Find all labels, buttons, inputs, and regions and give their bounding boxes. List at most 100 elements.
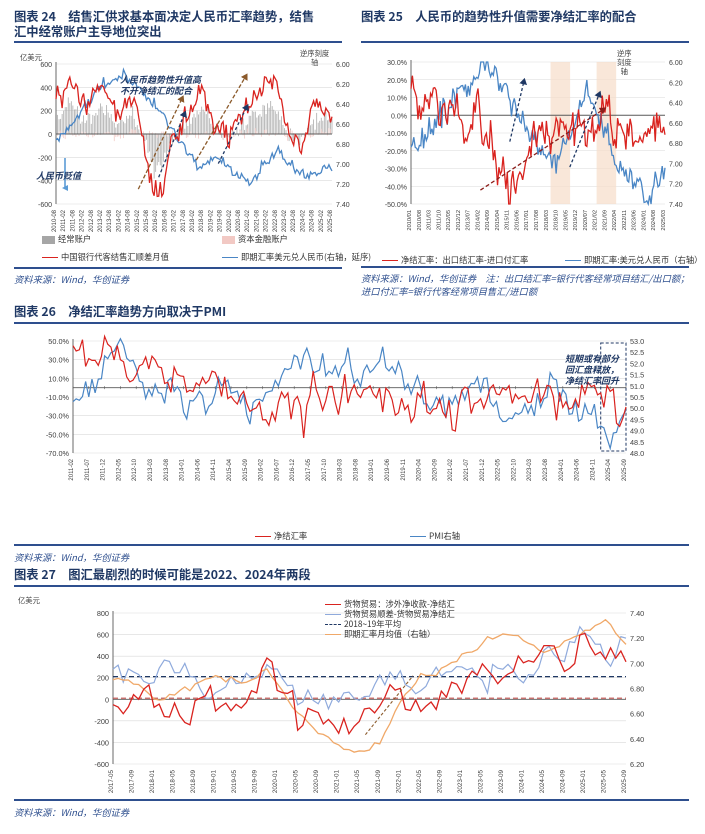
- svg-text:6.80: 6.80: [336, 142, 350, 149]
- svg-text:7.00: 7.00: [336, 162, 350, 169]
- svg-text:2016-12: 2016-12: [290, 458, 296, 481]
- svg-text:2017-05: 2017-05: [306, 458, 312, 481]
- svg-text:2011/10: 2011/10: [436, 210, 442, 230]
- svg-text:2018-05: 2018-05: [170, 770, 177, 794]
- svg-text:600: 600: [40, 62, 52, 69]
- svg-text:2025-08: 2025-08: [328, 209, 334, 232]
- svg-text:6.40: 6.40: [669, 101, 683, 108]
- svg-text:2020-01: 2020-01: [272, 770, 279, 794]
- svg-text:-200: -200: [38, 155, 52, 162]
- svg-text:2024/01: 2024/01: [641, 210, 647, 231]
- svg-text:2010-08: 2010-08: [52, 209, 58, 232]
- svg-text:49.5: 49.5: [630, 415, 644, 424]
- svg-text:2012-05: 2012-05: [116, 458, 122, 481]
- svg-text:2024-08: 2024-08: [310, 209, 316, 232]
- svg-text:2014-01: 2014-01: [180, 458, 186, 481]
- svg-text:2022-08: 2022-08: [273, 209, 279, 232]
- svg-text:-70.0%: -70.0%: [46, 449, 70, 458]
- svg-text:2020-09: 2020-09: [432, 458, 438, 481]
- svg-text:2023-01: 2023-01: [457, 770, 464, 794]
- svg-text:50.0%: 50.0%: [48, 337, 69, 346]
- svg-text:2024/08: 2024/08: [651, 210, 657, 231]
- svg-text:2017/08: 2017/08: [534, 210, 540, 231]
- svg-text:2015-02: 2015-02: [135, 209, 141, 232]
- svg-text:6.20: 6.20: [669, 80, 683, 87]
- svg-text:2022-10: 2022-10: [511, 458, 517, 481]
- svg-text:-50.0%: -50.0%: [385, 202, 407, 209]
- svg-text:2012-08: 2012-08: [89, 209, 95, 232]
- svg-text:2020-09: 2020-09: [313, 770, 320, 794]
- svg-text:2023-02: 2023-02: [282, 209, 288, 232]
- svg-text:2018-01: 2018-01: [149, 770, 156, 794]
- svg-text:2021-12: 2021-12: [480, 458, 486, 481]
- svg-text:2018/03: 2018/03: [544, 210, 550, 231]
- svg-text:-10.0%: -10.0%: [385, 131, 407, 138]
- svg-text:2011-12: 2011-12: [101, 458, 107, 480]
- svg-text:2021-05: 2021-05: [354, 770, 361, 794]
- svg-text:2012/05: 2012/05: [446, 210, 452, 231]
- svg-text:2016-02: 2016-02: [259, 458, 265, 481]
- svg-text:2018-03: 2018-03: [338, 458, 344, 481]
- svg-text:2022/11: 2022/11: [622, 210, 628, 230]
- svg-text:2014/02: 2014/02: [475, 210, 481, 231]
- svg-text:2019-01: 2019-01: [369, 458, 375, 481]
- svg-text:2022/04: 2022/04: [612, 210, 618, 231]
- svg-text:2019/05: 2019/05: [563, 210, 569, 231]
- svg-text:2018-02: 2018-02: [190, 209, 196, 232]
- svg-text:-40.0%: -40.0%: [385, 184, 407, 191]
- svg-text:2020-04: 2020-04: [417, 458, 423, 481]
- svg-text:6.40: 6.40: [630, 735, 644, 744]
- svg-text:2011-08: 2011-08: [70, 209, 76, 231]
- svg-text:-600: -600: [38, 202, 52, 209]
- svg-text:53.0: 53.0: [630, 337, 644, 346]
- svg-text:2018-08: 2018-08: [199, 209, 205, 232]
- svg-text:2020-08: 2020-08: [236, 209, 242, 232]
- svg-text:2025-05: 2025-05: [600, 770, 607, 794]
- svg-text:2022-09: 2022-09: [436, 770, 443, 794]
- svg-text:7.40: 7.40: [336, 202, 350, 209]
- svg-text:2015-04: 2015-04: [227, 458, 233, 481]
- svg-text:2023-09: 2023-09: [498, 770, 505, 794]
- svg-text:2023/06: 2023/06: [632, 210, 638, 231]
- svg-text:6.60: 6.60: [630, 710, 644, 719]
- svg-text:50.0: 50.0: [630, 404, 644, 413]
- svg-text:2025-01: 2025-01: [580, 770, 587, 794]
- svg-text:2021-02: 2021-02: [245, 209, 251, 232]
- svg-text:2024-01: 2024-01: [559, 458, 565, 481]
- svg-text:6.00: 6.00: [336, 62, 350, 69]
- svg-text:2017-05: 2017-05: [108, 770, 115, 794]
- svg-text:2019-09: 2019-09: [252, 770, 259, 794]
- svg-text:2021-01: 2021-01: [334, 770, 341, 794]
- svg-text:2012-02: 2012-02: [80, 209, 86, 232]
- svg-text:2019-02: 2019-02: [208, 209, 214, 232]
- svg-text:600: 600: [97, 631, 109, 640]
- svg-text:2012/12: 2012/12: [456, 210, 462, 231]
- svg-text:2017-08: 2017-08: [181, 209, 187, 232]
- svg-text:48.5: 48.5: [630, 438, 644, 447]
- svg-text:2018-08: 2018-08: [353, 458, 359, 481]
- svg-text:2021-07: 2021-07: [464, 458, 470, 481]
- svg-text:2011/03: 2011/03: [427, 210, 433, 230]
- svg-text:2023-05: 2023-05: [477, 770, 484, 794]
- svg-text:6.60: 6.60: [336, 122, 350, 129]
- svg-text:2024-02: 2024-02: [300, 209, 306, 232]
- svg-text:7.20: 7.20: [336, 182, 350, 189]
- svg-text:2025/03: 2025/03: [661, 210, 667, 231]
- svg-text:50.5: 50.5: [630, 393, 644, 402]
- svg-text:2023-08: 2023-08: [543, 458, 549, 481]
- svg-text:2024-09: 2024-09: [559, 770, 566, 794]
- svg-text:2023-08: 2023-08: [291, 209, 297, 232]
- svg-text:2020-02: 2020-02: [227, 209, 233, 232]
- svg-text:2015/11: 2015/11: [505, 210, 511, 230]
- svg-text:2014-11: 2014-11: [211, 458, 217, 480]
- svg-text:2017-09: 2017-09: [129, 770, 136, 794]
- svg-text:2021-08: 2021-08: [254, 209, 260, 232]
- svg-text:2012-10: 2012-10: [132, 458, 138, 481]
- svg-text:2024-01: 2024-01: [518, 770, 525, 794]
- svg-text:2013-02: 2013-02: [98, 209, 104, 232]
- svg-text:7.00: 7.00: [669, 161, 683, 168]
- svg-text:6.60: 6.60: [669, 121, 683, 128]
- svg-text:2019-11: 2019-11: [401, 458, 407, 480]
- svg-text:7.40: 7.40: [630, 609, 644, 618]
- svg-text:200: 200: [40, 109, 52, 116]
